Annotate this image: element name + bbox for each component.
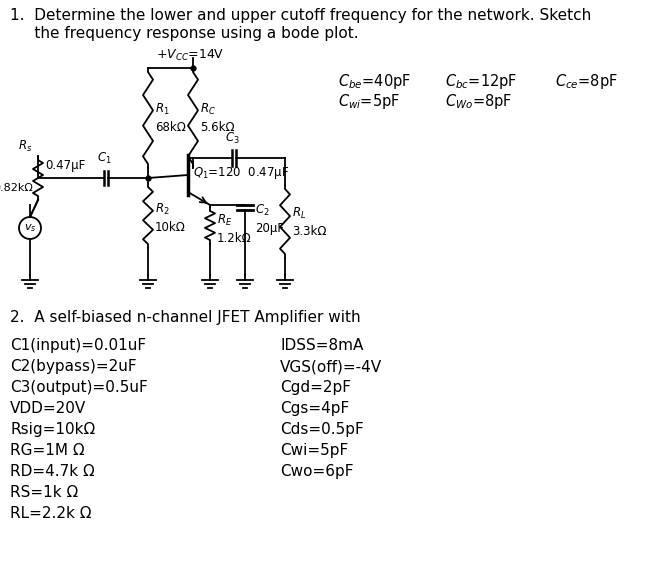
Text: C2(bypass)=2uF: C2(bypass)=2uF bbox=[10, 359, 137, 374]
Text: $+V_{CC}$=14V: $+V_{CC}$=14V bbox=[156, 48, 224, 63]
Text: $C_2$
20μF: $C_2$ 20μF bbox=[255, 203, 284, 235]
Text: Rsig=10kΩ: Rsig=10kΩ bbox=[10, 422, 95, 437]
Text: VGS(off)=-4V: VGS(off)=-4V bbox=[280, 359, 382, 374]
Text: RS=1k Ω: RS=1k Ω bbox=[10, 485, 78, 500]
Text: $R_s$: $R_s$ bbox=[18, 139, 32, 154]
Text: $C_3$: $C_3$ bbox=[225, 131, 240, 146]
Text: $R_1$
68kΩ: $R_1$ 68kΩ bbox=[155, 102, 186, 134]
Text: Cgd=2pF: Cgd=2pF bbox=[280, 380, 351, 395]
Text: $C_{ce}$=8pF: $C_{ce}$=8pF bbox=[555, 72, 618, 91]
Text: $Q_1$=120  0.47μF: $Q_1$=120 0.47μF bbox=[193, 165, 289, 181]
Text: RG=1M Ω: RG=1M Ω bbox=[10, 443, 85, 458]
Text: RD=4.7k Ω: RD=4.7k Ω bbox=[10, 464, 95, 479]
Text: $R_E$
1.2kΩ: $R_E$ 1.2kΩ bbox=[217, 212, 252, 245]
Text: C1(input)=0.01uF: C1(input)=0.01uF bbox=[10, 338, 146, 353]
Text: VDD=20V: VDD=20V bbox=[10, 401, 86, 416]
Text: $R_L$
3.3kΩ: $R_L$ 3.3kΩ bbox=[292, 206, 327, 237]
Text: Cwi=5pF: Cwi=5pF bbox=[280, 443, 348, 458]
Text: the frequency response using a bode plot.: the frequency response using a bode plot… bbox=[10, 26, 359, 41]
Text: Cwo=6pF: Cwo=6pF bbox=[280, 464, 353, 479]
Text: 1.  Determine the lower and upper cutoff frequency for the network. Sketch: 1. Determine the lower and upper cutoff … bbox=[10, 8, 591, 23]
Text: $C_1$: $C_1$ bbox=[96, 151, 111, 166]
Text: Cds=0.5pF: Cds=0.5pF bbox=[280, 422, 364, 437]
Text: $C_{be}$=40pF: $C_{be}$=40pF bbox=[338, 72, 411, 91]
Text: RL=2.2k Ω: RL=2.2k Ω bbox=[10, 506, 92, 521]
Text: C3(output)=0.5uF: C3(output)=0.5uF bbox=[10, 380, 148, 395]
Text: 0.47μF: 0.47μF bbox=[45, 159, 85, 172]
Text: $C_{bc}$=12pF: $C_{bc}$=12pF bbox=[445, 72, 518, 91]
Text: 2.  A self-biased n-channel JFET Amplifier with: 2. A self-biased n-channel JFET Amplifie… bbox=[10, 310, 361, 325]
Text: $R_C$
5.6kΩ: $R_C$ 5.6kΩ bbox=[200, 102, 234, 134]
Text: IDSS=8mA: IDSS=8mA bbox=[280, 338, 363, 353]
Text: $v_s$: $v_s$ bbox=[24, 222, 36, 234]
Text: 0.82kΩ: 0.82kΩ bbox=[0, 183, 33, 193]
Text: $C_{Wo}$=8pF: $C_{Wo}$=8pF bbox=[445, 92, 512, 111]
Text: $C_{wi}$=5pF: $C_{wi}$=5pF bbox=[338, 92, 400, 111]
Text: Cgs=4pF: Cgs=4pF bbox=[280, 401, 349, 416]
Text: $R_2$
10kΩ: $R_2$ 10kΩ bbox=[155, 202, 186, 234]
